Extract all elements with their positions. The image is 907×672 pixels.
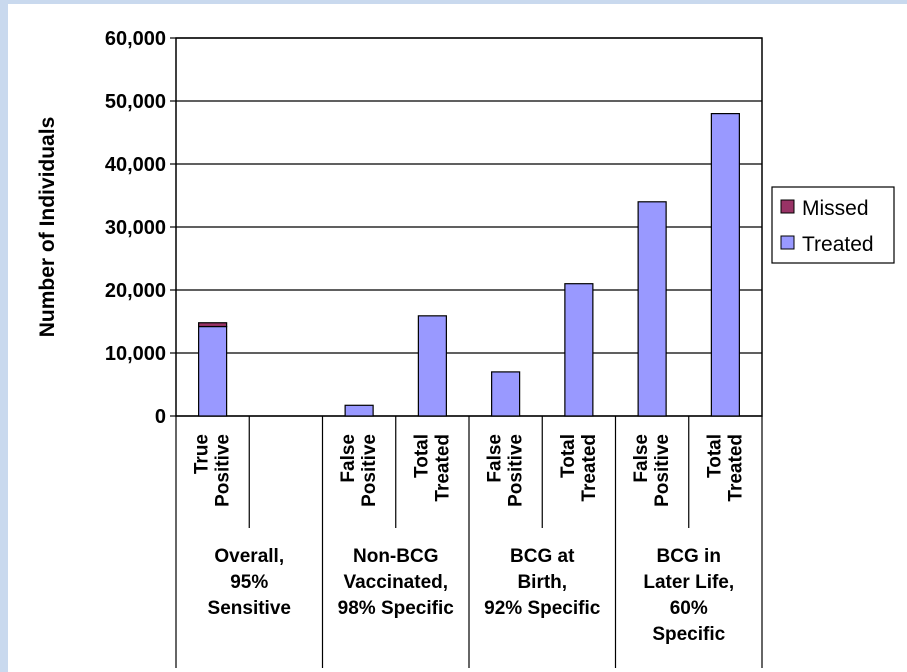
group-label: 98% Specific	[338, 598, 455, 619]
y-tick-label: 10,000	[105, 343, 166, 365]
category-label: Treated	[432, 434, 453, 502]
group-label: 95%	[230, 572, 268, 593]
category-label: False	[631, 434, 652, 483]
group-label: Vaccinated,	[343, 572, 448, 593]
group-label: Sensitive	[208, 598, 291, 619]
y-tick-label: 50,000	[105, 91, 166, 113]
y-tick-label: 40,000	[105, 154, 166, 176]
chart-frame: 0 10,000 20,000 30,000 40,000 50,000 60,000 Num…	[8, 4, 907, 672]
legend-swatch	[780, 199, 795, 214]
y-tick-label: 60,000	[105, 28, 166, 50]
category-label: True	[192, 434, 213, 474]
category-label: Treated	[579, 434, 600, 502]
group-label: Overall,	[214, 546, 284, 567]
bar-treated	[491, 371, 521, 417]
y-tick-label: 20,000	[105, 280, 166, 302]
category-label: Positive	[359, 434, 380, 507]
bar-treated	[198, 325, 228, 417]
group-label: BCG in	[657, 546, 721, 567]
category-label: Positive	[506, 434, 527, 507]
group-label: Specific	[652, 624, 725, 645]
category-label: Positive	[652, 434, 673, 507]
group-label: Birth,	[517, 572, 567, 593]
legend-label: Missed	[802, 197, 869, 220]
group-label: 92% Specific	[484, 598, 601, 619]
category-label: Total	[558, 434, 579, 478]
bar-treated	[417, 315, 447, 417]
category-label: False	[485, 434, 506, 483]
group-label: 60%	[670, 598, 708, 619]
y-tick-label: 30,000	[105, 217, 166, 239]
bar-treated	[564, 283, 594, 417]
bar-treated	[710, 112, 740, 417]
legend-label: Treated	[802, 233, 874, 256]
category-label: Total	[411, 434, 432, 478]
category-label: Positive	[213, 434, 234, 507]
group-label: Non-BCG	[353, 546, 438, 567]
y-axis-label: Number of Individuals	[36, 117, 59, 338]
bar-missed	[198, 322, 228, 328]
bar-chart: 0 10,000 20,000 30,000 40,000 50,000 60,000 Num…	[36, 28, 895, 668]
group-label: Later Life,	[643, 572, 734, 593]
legend-swatch	[780, 235, 795, 250]
category-label: Total	[704, 434, 725, 478]
category-label: Treated	[725, 434, 746, 502]
bar-treated	[344, 404, 374, 417]
category-label: False	[338, 434, 359, 483]
y-tick-label: 0	[155, 406, 166, 428]
bar-treated	[637, 201, 667, 417]
group-label: BCG at	[510, 546, 575, 567]
